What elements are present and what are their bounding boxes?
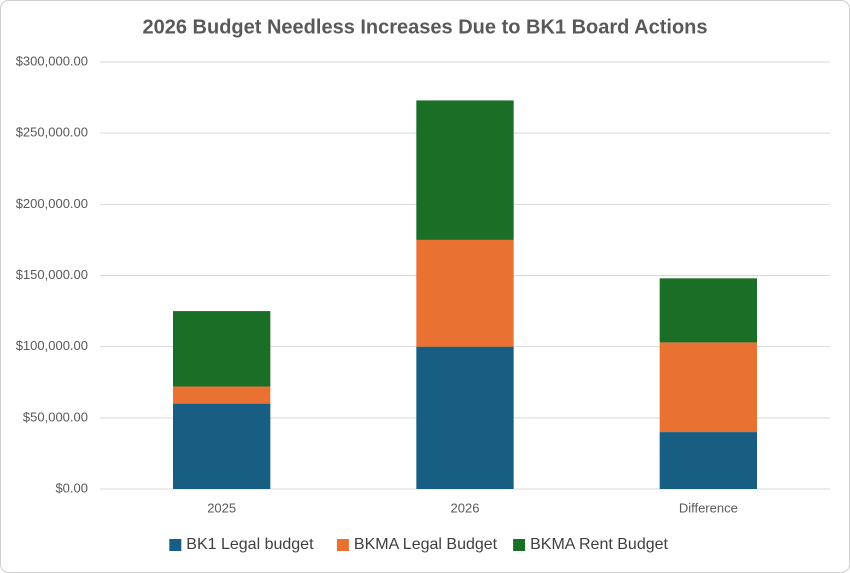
bar-segment	[416, 239, 514, 347]
y-tick-label: $150,000.00	[16, 267, 88, 282]
y-tick-label: $50,000.00	[23, 409, 88, 424]
bar-segment	[173, 386, 271, 404]
legend-swatch	[513, 539, 526, 551]
legend-label: BKMA Rent Budget	[530, 536, 668, 553]
bar-segment	[659, 342, 757, 433]
bar-segment	[173, 403, 271, 489]
x-tick-label: 2026	[451, 500, 480, 515]
x-tick-label: 2025	[207, 500, 236, 515]
bar-segment	[173, 311, 271, 387]
bar-segment	[659, 278, 757, 343]
legend-label: BK1 Legal budget	[186, 536, 314, 553]
legend-swatch	[336, 539, 349, 551]
y-tick-label: $200,000.00	[16, 196, 88, 211]
bar-segment	[416, 100, 514, 240]
x-tick-label: Difference	[679, 500, 738, 515]
legend-swatch	[169, 539, 182, 551]
bar-segment	[416, 346, 514, 489]
chart-title: 2026 Budget Needless Increases Due to BK…	[143, 16, 708, 38]
y-tick-label: $100,000.00	[16, 338, 88, 353]
y-tick-label: $0.00	[55, 480, 88, 495]
y-tick-label: $250,000.00	[16, 125, 88, 140]
legend-label: BKMA Legal Budget	[354, 536, 498, 553]
bar-segment	[659, 432, 757, 489]
y-tick-label: $300,000.00	[16, 53, 88, 68]
